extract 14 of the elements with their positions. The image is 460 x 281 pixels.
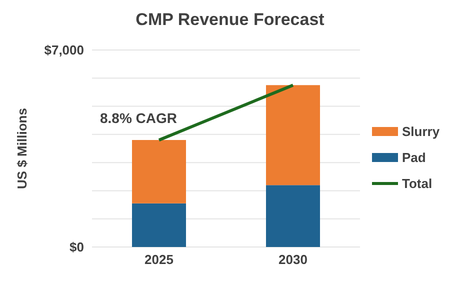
bar xyxy=(132,140,186,204)
annotation: 8.8% CAGR xyxy=(100,110,178,126)
legend-label: Total xyxy=(402,176,432,190)
x-tick-label: 2025 xyxy=(144,252,174,268)
chart-title: CMP Revenue Forecast xyxy=(134,10,326,30)
legend-label: Slurry xyxy=(402,124,440,138)
y-tick-label: $7,000 xyxy=(44,42,84,58)
bar xyxy=(132,203,186,247)
bar xyxy=(266,185,320,247)
x-tick-label: 2030 xyxy=(278,252,308,268)
y-axis-title: US $ Millions xyxy=(14,108,30,189)
legend-label: Pad xyxy=(402,150,426,164)
y-tick-label: $0 xyxy=(70,240,84,255)
bar xyxy=(266,85,320,186)
